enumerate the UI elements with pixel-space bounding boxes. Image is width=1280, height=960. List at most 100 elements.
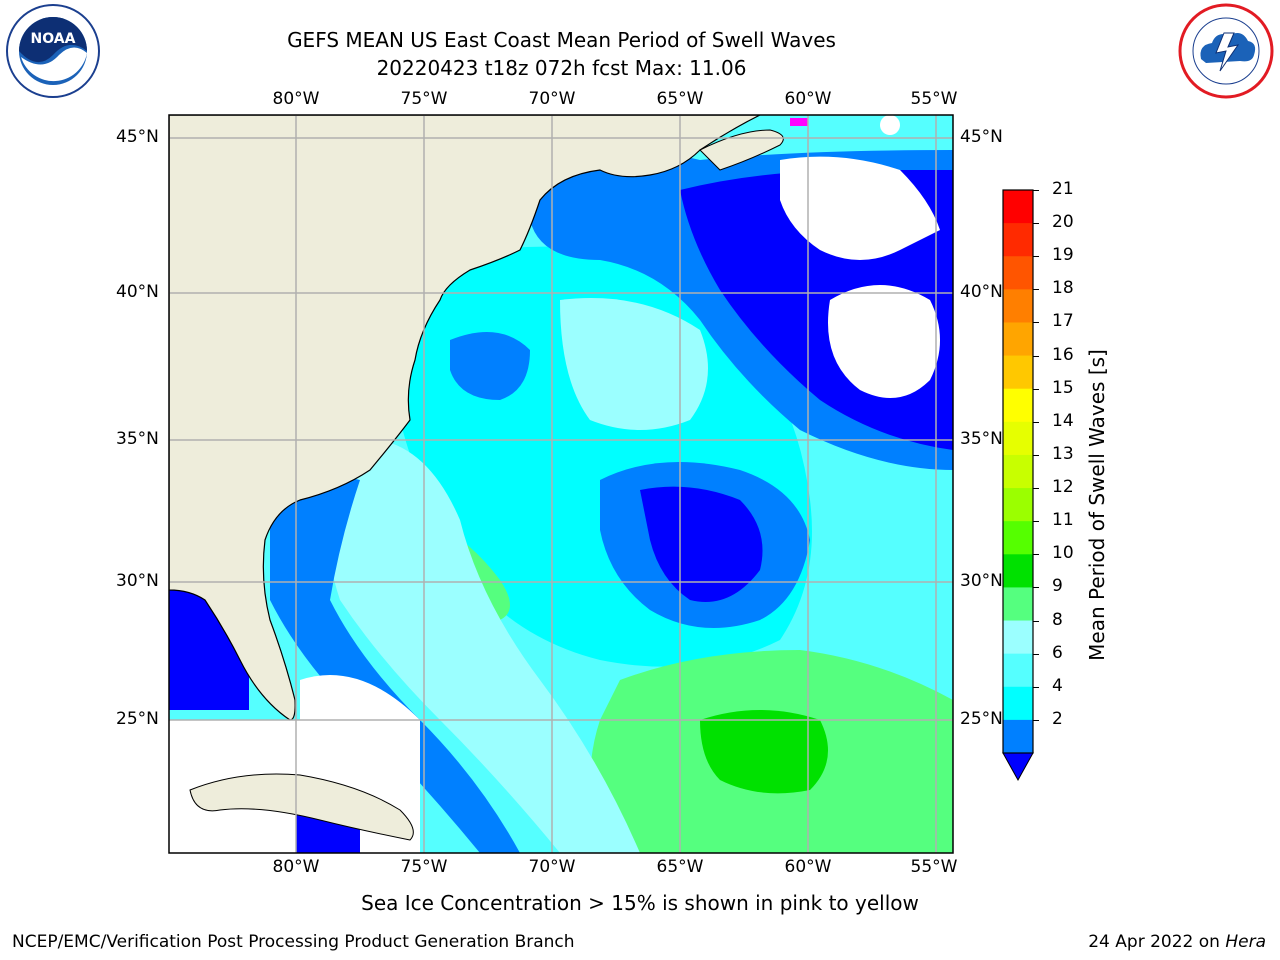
colorbar-segment <box>1003 488 1033 522</box>
colorbar-tick <box>1033 719 1039 721</box>
lat-label-right: 30°N <box>960 571 1003 591</box>
noaa-logo: NOAA <box>3 3 103 99</box>
colorbar-tick-label: 2 <box>1052 708 1063 729</box>
colorbar-tick <box>1033 355 1039 357</box>
colorbar-tick <box>1033 454 1039 456</box>
colorbar-tick <box>1033 256 1039 258</box>
footer-host: Hera <box>1225 932 1266 952</box>
pale-cyan-region <box>326 440 640 853</box>
colorbar-tick-label: 12 <box>1052 477 1074 498</box>
colorbar-tick-label: 17 <box>1052 311 1074 332</box>
colorbar <box>1002 189 1034 782</box>
lon-label-top: 60°W <box>784 89 832 109</box>
colorbar-segment <box>1003 421 1033 456</box>
footer-date-text: 24 Apr 2022 on <box>1088 932 1226 952</box>
colorbar-tick-label: 14 <box>1052 410 1074 431</box>
bright-green-region <box>700 710 828 794</box>
pale-cyan-region <box>560 298 708 430</box>
colorbar-tick-label: 18 <box>1052 278 1074 299</box>
colorbar-label-container: Mean Period of Swell Waves [s] <box>1062 340 1132 670</box>
colorbar-label: Mean Period of Swell Waves [s] <box>1085 349 1109 661</box>
colorbar-segment <box>1003 554 1033 588</box>
lon-label-top: 70°W <box>528 89 576 109</box>
lon-label-top: 65°W <box>656 89 704 109</box>
nws-logo <box>1176 3 1276 99</box>
lon-label-bottom: 70°W <box>528 857 576 877</box>
lat-label-left: 45°N <box>116 127 159 147</box>
no-data-patch <box>780 156 940 260</box>
colorbar-tick <box>1033 521 1039 523</box>
colorbar-tick-label: 15 <box>1052 377 1074 398</box>
colorbar-tick <box>1033 653 1039 655</box>
chart-title: GEFS MEAN US East Coast Mean Period of S… <box>287 28 836 52</box>
colorbar-tick-label: 11 <box>1052 510 1074 531</box>
colorbar-segment <box>1003 686 1033 721</box>
colorbar-tick <box>1033 620 1039 622</box>
colorbar-extend-arrow <box>1002 752 1034 782</box>
sea-ice-patch <box>790 118 808 126</box>
colorbar-segment <box>1003 355 1033 390</box>
noaa-logo-text: NOAA <box>31 31 76 47</box>
colorbar-tick <box>1033 686 1039 688</box>
colorbar-tick <box>1033 289 1039 291</box>
lon-label-bottom: 60°W <box>784 857 832 877</box>
colorbar-segment <box>1003 653 1033 688</box>
footer-date: 24 Apr 2022 on Hera <box>1088 932 1266 952</box>
lat-label-left: 35°N <box>116 429 159 449</box>
no-data-patch <box>880 115 900 135</box>
footer-credit: NCEP/EMC/Verification Post Processing Pr… <box>12 932 575 952</box>
colorbar-segment <box>1003 521 1033 555</box>
colorbar-tick-label: 21 <box>1052 179 1074 199</box>
lat-label-right: 35°N <box>960 429 1003 449</box>
colorbar-frame <box>1002 189 1034 754</box>
colorbar-tick <box>1033 587 1039 589</box>
maritime-land <box>699 129 784 171</box>
colorbar-tick <box>1033 421 1039 423</box>
sea-ice-note: Sea Ice Concentration > 15% is shown in … <box>361 891 919 915</box>
colorbar-segment <box>1003 190 1033 224</box>
colorbar-tick <box>1033 554 1039 556</box>
lat-label-left: 40°N <box>116 282 159 302</box>
map-grid <box>169 115 953 853</box>
lat-label-right: 25°N <box>960 709 1003 729</box>
lat-label-right: 45°N <box>960 127 1003 147</box>
chart-subtitle: 20220423 t18z 072h fcst Max: 11.06 <box>376 56 747 80</box>
lon-label-bottom: 75°W <box>400 857 448 877</box>
dark-blue-cell <box>640 486 763 602</box>
lon-label-top: 75°W <box>400 89 448 109</box>
lon-label-bottom: 55°W <box>910 857 958 877</box>
lon-label-bottom: 80°W <box>272 857 320 877</box>
colorbar-segment <box>1003 620 1033 655</box>
lat-label-left: 25°N <box>116 709 159 729</box>
colorbar-tick-label: 6 <box>1052 642 1063 663</box>
map-frame <box>168 114 954 854</box>
colorbar-tick-label: 10 <box>1052 543 1074 564</box>
colorbar-segment <box>1003 322 1033 357</box>
colorbar-tick-label: 8 <box>1052 609 1063 630</box>
lat-label-left: 30°N <box>116 571 159 591</box>
colorbar-tick <box>1033 223 1039 225</box>
colorbar-tick <box>1033 488 1039 490</box>
colorbar-tick-label: 9 <box>1052 576 1063 597</box>
colorbar-segment <box>1003 388 1033 423</box>
colorbar-segment <box>1003 256 1033 290</box>
blue-cell <box>450 332 530 400</box>
colorbar-segment <box>1003 719 1033 754</box>
colorbar-tick-label: 19 <box>1052 245 1074 266</box>
colorbar-tick-label: 4 <box>1052 675 1063 696</box>
colorbar-segment <box>1003 223 1033 257</box>
colorbar-segment <box>1003 289 1033 323</box>
colorbar-segment <box>1003 587 1033 622</box>
colorbar-tick <box>1033 190 1039 191</box>
colorbar-tick-label: 13 <box>1052 443 1074 464</box>
colorbar-segment <box>1003 454 1033 489</box>
cuba-land <box>189 773 414 841</box>
lat-label-right: 40°N <box>960 282 1003 302</box>
colorbar-tick-label: 20 <box>1052 212 1074 233</box>
colorbar-tick <box>1033 388 1039 390</box>
nearshore-blue <box>270 477 520 853</box>
lon-label-bottom: 65°W <box>656 857 704 877</box>
no-data-patch <box>828 285 940 398</box>
colorbar-tick <box>1033 322 1039 324</box>
